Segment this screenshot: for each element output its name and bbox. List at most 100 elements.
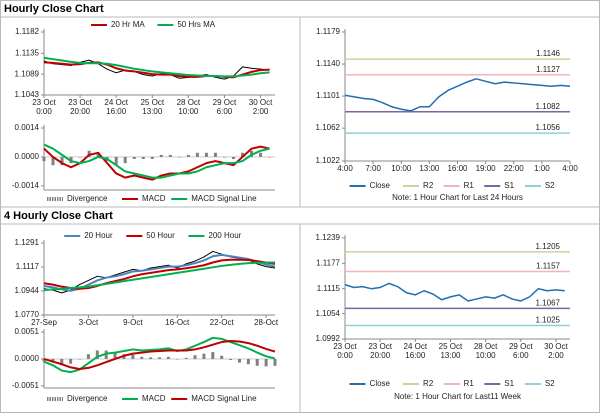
divergence-bar [123,156,127,164]
x-tick-label: 4:00 [337,164,353,173]
divergence-bar [184,357,188,359]
divergence-bar [166,356,170,359]
y-tick-label: -0.0014 [12,181,40,190]
divergence-bar [150,156,154,159]
level-label: 1.1067 [536,298,561,307]
level-label: 1.1146 [536,49,560,58]
divergence-bar [246,358,250,365]
divergence-bar [213,152,217,157]
divergence-bar [87,150,91,157]
legend-label: Close [370,379,391,388]
chart-note: Note: 1 Hour Chart for Last 24 Hours [392,193,523,202]
x-tick-label: 28-Oct [254,318,279,327]
divergence-bar [69,358,73,364]
level-label: 1.1127 [536,65,560,74]
divergence-bar [60,156,64,166]
divergence-bar [113,352,117,359]
divergence-bar [149,357,153,359]
legend-label: S2 [545,181,555,190]
divergence-bar [96,152,100,157]
divergence-bar [241,152,245,157]
y-tick-label: 1.0944 [15,286,40,295]
legend-label: R2 [423,379,434,388]
y-tick-label: 1.1140 [316,59,340,68]
x-tick-label: 29 Oct 6:00 [509,342,533,360]
x-tick-label: 30 Oct 2:00 [544,342,568,360]
y-tick-label: 0.0000 [15,152,40,161]
divergence-bar [131,354,135,359]
divergence-bar [220,355,224,359]
series-line [43,339,276,370]
legend-label: S2 [545,379,555,388]
y-tick-label: 1.1117 [16,262,40,271]
y-tick-label: 1.1135 [15,48,39,57]
level-label: 1.1056 [536,123,561,132]
legend-label: Divergence [67,394,108,403]
x-tick-label: 10:00 [391,164,412,173]
y-tick-label: 1.1179 [316,27,340,36]
y-tick-label: 0.0051 [15,327,40,336]
divergence-bar [95,350,99,359]
x-tick-label: 19:00 [476,164,497,173]
legend-label: MACD Signal Line [191,394,257,403]
level-label: 1.1025 [536,316,561,325]
divergence-bar [186,154,190,157]
divergence-bar [140,356,144,359]
y-tick-label: 1.1239 [316,233,341,242]
y-tick-label: 0.0000 [15,354,40,363]
divergence-bar [259,152,263,157]
divergence-bar [202,353,206,359]
legend-label: 200 Hour [208,231,241,240]
divergence-bar [159,154,163,157]
y-tick-label: 0.0014 [15,123,40,132]
legend-label: R1 [464,379,475,388]
x-tick-label: 23 Oct 20:00 [368,342,392,360]
divergence-bar [229,358,233,360]
divergence-bar [86,354,90,359]
level-label: 1.1205 [536,242,561,251]
divergence-bar [114,156,118,166]
series-line [43,143,270,179]
chart-note: Note: 1 Hour Chart for Last11 Week [394,392,522,401]
legend-label: R1 [464,181,475,190]
legend-label: 50 Hour [146,231,175,240]
x-tick-label: 3-Oct [79,318,99,327]
y-tick-label: 1.1115 [317,284,341,293]
divergence-bar [78,358,82,360]
series-line [344,282,565,302]
divergence-bar [60,358,64,366]
x-tick-label: 9-Oct [123,318,143,327]
divergence-bar [237,358,241,363]
y-tick-label: 1.1177 [316,258,340,267]
legend-label: MACD Signal Line [191,194,257,203]
series-line [344,78,571,112]
x-tick-label: 22:00 [504,164,525,173]
legend-label: MACD [142,394,166,403]
divergence-bar [51,156,55,166]
legend-label: 50 Hrs MA [177,20,215,29]
divergence-bar [268,156,272,158]
divergence-bar [193,355,197,359]
divergence-bar [168,154,172,157]
legend-label: R2 [423,181,434,190]
x-tick-label: 25 Oct 13:00 [439,342,463,360]
section-title: Hourly Close Chart [4,3,104,15]
y-tick-label: 1.1043 [15,90,40,99]
x-tick-label: 23 Oct 0:00 [32,98,56,116]
x-tick-label: 13:00 [419,164,440,173]
y-tick-label: 1.1062 [316,123,341,132]
series-line [43,56,270,78]
divergence-bar [141,156,145,159]
divergence-bar [231,156,235,159]
level-label: 1.1157 [536,262,560,271]
legend-label: MACD [142,194,166,203]
divergence-bar [158,357,161,359]
x-tick-label: 25 Oct 13:00 [140,98,164,116]
divergence-bar [177,156,181,158]
divergence-bar [78,156,82,158]
x-tick-label: 16-Oct [165,318,190,327]
section-title: 4 Hourly Close Chart [4,210,113,222]
y-tick-label: -0.0051 [12,381,40,390]
x-tick-label: 4:00 [562,164,578,173]
